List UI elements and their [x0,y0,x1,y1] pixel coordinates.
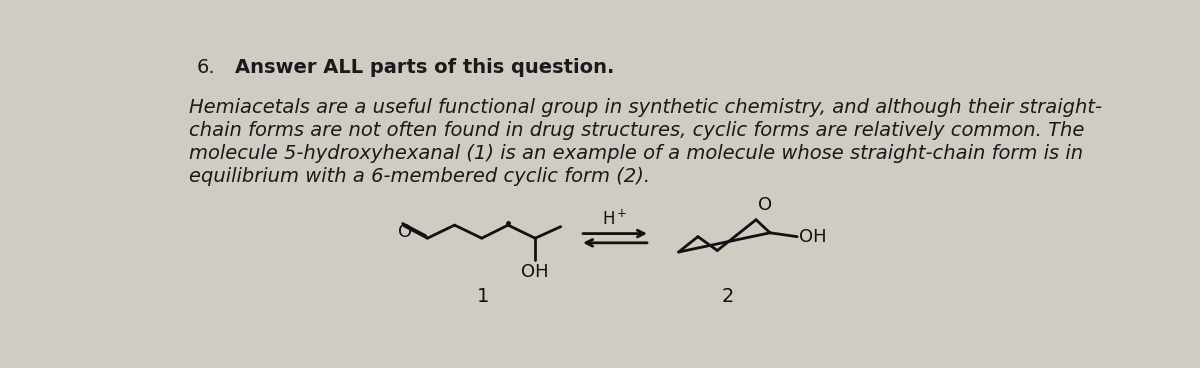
Text: H$^+$: H$^+$ [602,210,628,229]
Text: 6.: 6. [197,58,215,77]
Text: OH: OH [799,228,827,246]
Text: O: O [757,195,772,213]
Text: 1: 1 [478,287,490,306]
Text: equilibrium with a 6-membered cyclic form (2).: equilibrium with a 6-membered cyclic for… [188,167,650,186]
Text: 2: 2 [721,287,733,306]
Text: molecule 5-hydroxyhexanal (1) is an example of a molecule whose straight-chain f: molecule 5-hydroxyhexanal (1) is an exam… [188,144,1082,163]
Text: OH: OH [521,263,548,281]
Text: chain forms are not often found in drug structures, cyclic forms are relatively : chain forms are not often found in drug … [188,121,1084,140]
Text: O: O [398,223,412,241]
Text: Hemiacetals are a useful functional group in synthetic chemistry, and although t: Hemiacetals are a useful functional grou… [188,98,1102,117]
Text: Answer ALL parts of this question.: Answer ALL parts of this question. [235,58,614,77]
